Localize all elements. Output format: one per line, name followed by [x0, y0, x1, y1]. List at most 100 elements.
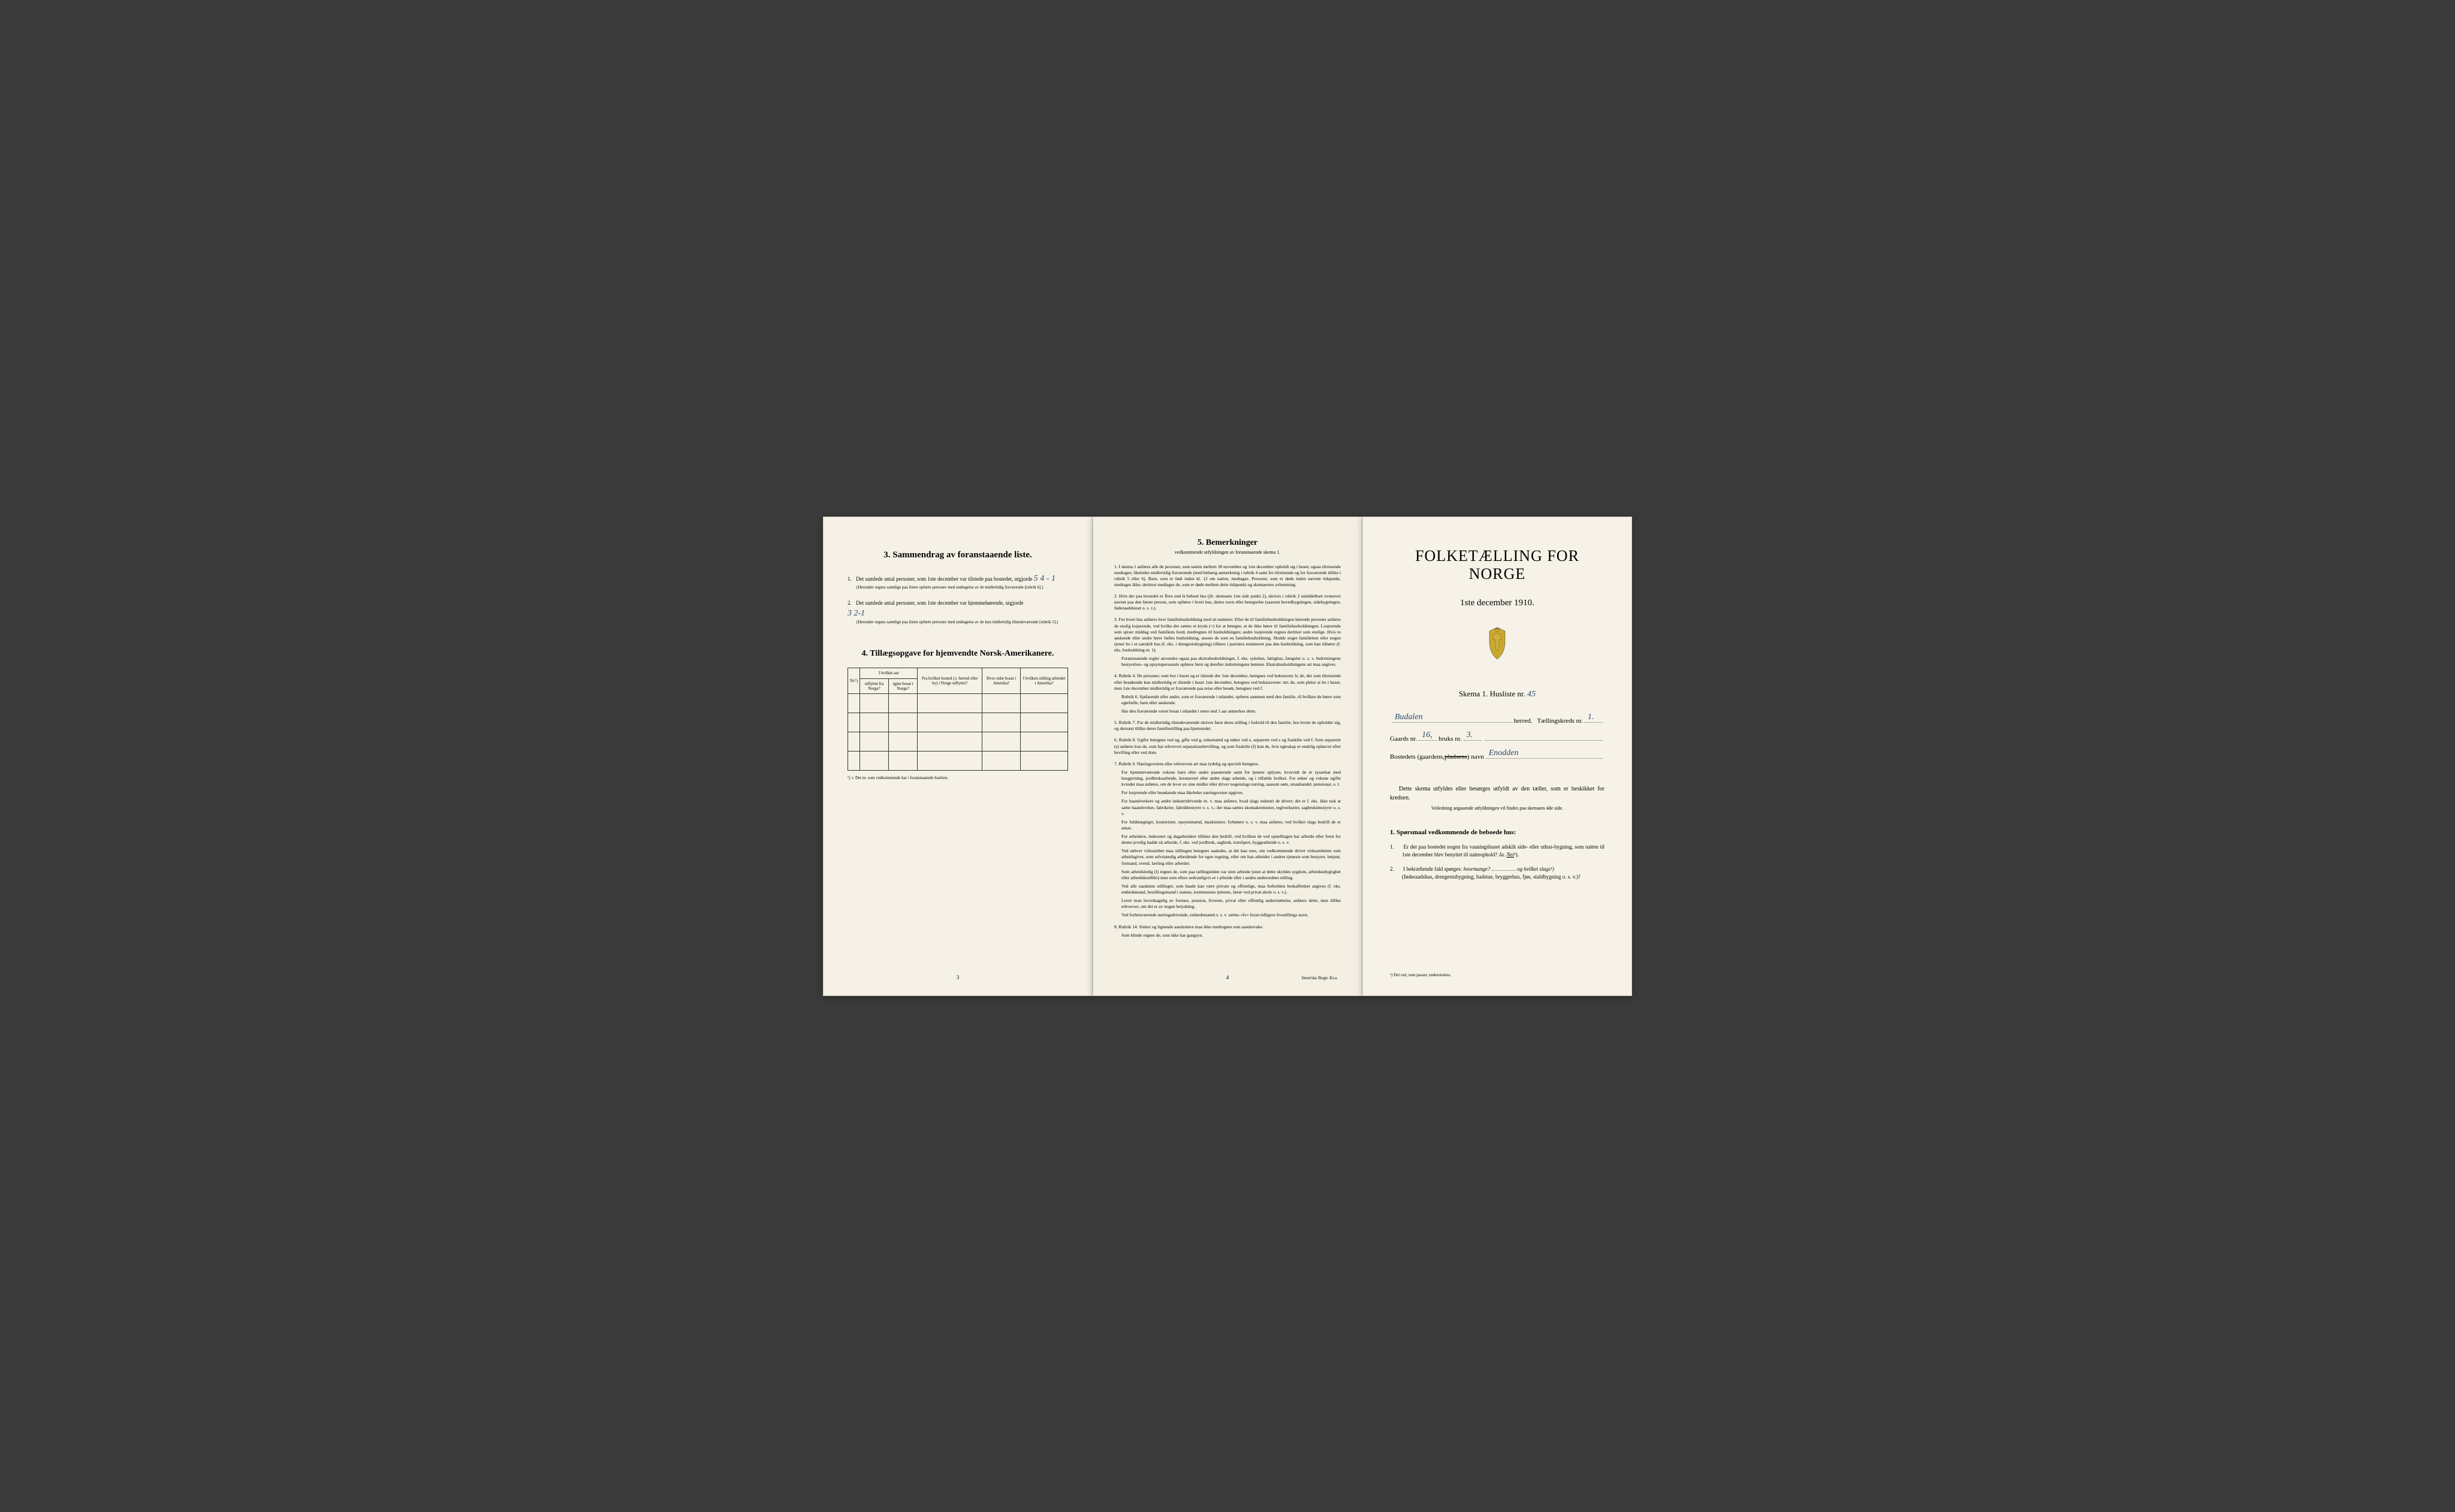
question-2: 2. I bekræftende fald spørges: hvormange… — [1402, 865, 1605, 882]
q2-num: 2. — [1390, 865, 1402, 874]
bem-4: 4. Rubrik 4. De personer, som bor i huse… — [1114, 673, 1341, 714]
table-row — [848, 713, 1068, 732]
bem-3-text: For hvert hus anføres hver familiehushol… — [1114, 617, 1341, 653]
bosted-line: Bostedets (gaardens, pladsens ) navn Eno… — [1390, 753, 1605, 760]
bem-3-p2: Foranstaaende regler anvendes ogsaa paa … — [1121, 656, 1341, 668]
herred-label: herred. — [1514, 717, 1533, 725]
gaards-line: Gaards nr. 16, bruks nr. 3. — [1390, 735, 1605, 743]
q1-num: 1. — [1390, 843, 1402, 852]
bem-3: 3. For hvert hus anføres hver familiehus… — [1114, 617, 1341, 668]
item-2-value: 3 2-1 — [848, 609, 865, 618]
bosted-label: Bostedets (gaardens, — [1390, 753, 1444, 760]
gaards-label: Gaards nr. — [1390, 735, 1417, 743]
section-3-heading: 3. Sammendrag av foranstaaende liste. — [848, 550, 1068, 560]
bem-7-p9: Ved alle saadanne stillinger, som baade … — [1121, 883, 1341, 895]
herred-value: Budalen — [1395, 713, 1423, 722]
q2-text: I bekræftende fald spørges: — [1403, 866, 1462, 872]
bem-1: 1. I skema 1 anføres alle de personer, s… — [1114, 564, 1341, 588]
bem-7-p8: Som arbeidsledig (l) regnes de, som paa … — [1121, 869, 1341, 881]
bem-7-p3: For losjerende eller besøkende maa likel… — [1121, 790, 1341, 796]
table-footnote: ¹) ɔ: Det nr. som vedkommende har i fora… — [848, 775, 1068, 780]
skema-value: 45 — [1527, 690, 1536, 699]
instruction: Dette skema utfyldes eller besørges utfy… — [1390, 784, 1605, 802]
item-1-text: Det samlede antal personer, som 1ste dec… — [856, 576, 1032, 582]
page-number-2: 4 — [1226, 974, 1229, 980]
skema-label: Skema 1. Husliste nr. — [1459, 689, 1525, 698]
bem-7-p2: For hjemmeværende voksne barn eller andr… — [1121, 769, 1341, 787]
bem-7-p6: For arbeidere, indersterr og dagarbeider… — [1121, 834, 1341, 846]
document-container: 3. Sammendrag av foranstaaende liste. 1.… — [823, 517, 1632, 996]
table-amerikanere: Nr.¹) I hvilket aar Fra hvilket bosted (… — [848, 668, 1068, 771]
th-aar: I hvilket aar — [860, 668, 918, 678]
bosted-struck: pladsens — [1444, 753, 1467, 760]
item-1-value: 5 4 - 1 — [1034, 574, 1055, 583]
item-2-note: (Herunder regnes samtlige paa listen opf… — [856, 620, 1068, 625]
bemerkninger-subheading: vedkommende utfyldningen av foranstaaend… — [1114, 550, 1341, 555]
bem-4-p2: Rubrik 6. Sjøfarende eller andre, som er… — [1121, 694, 1341, 706]
bem-8-p2: Som blinde regnes de, som ikke har gangs… — [1121, 932, 1341, 938]
item-1-num: 1. — [848, 575, 855, 584]
table-row — [848, 732, 1068, 752]
bem-2-text: Hvis der paa bostedet er flere end ét be… — [1114, 593, 1341, 611]
page-number-1: 3 — [957, 974, 960, 980]
q2-hvor: hvormange? — [1464, 866, 1491, 872]
item-1-note: (Herunder regnes samtlige paa listen opf… — [856, 585, 1068, 590]
bem-7-p7: Ved enhver virksomhet maa stillingen bet… — [1121, 848, 1341, 866]
bem-4-p3: Har den fraværende været bosat i utlande… — [1121, 708, 1341, 714]
bem-7-p4: For haandverkere og andre industridriven… — [1121, 798, 1341, 816]
q1-nei: Nei — [1506, 852, 1514, 858]
bosted-label2: ) navn — [1467, 753, 1484, 760]
section-4-heading: 4. Tillægsopgave for hjemvendte Norsk-Am… — [848, 649, 1068, 659]
table-row — [848, 694, 1068, 713]
item-1: 1. Det samlede antal personer, som 1ste … — [848, 572, 1068, 590]
bem-6-text: Rubrik 8. Ugifte betegnes ved ug, gifte … — [1114, 737, 1341, 755]
q1-ja: Ja. — [1498, 852, 1505, 858]
q1-sup: ¹). — [1514, 852, 1519, 858]
sub-title: 1ste december 1910. — [1390, 598, 1605, 608]
item-2-text: Det samlede antal personer, som 1ste dec… — [856, 600, 1023, 606]
bem-7-text: Rubrik 9. Næringsveiens eller erhvervets… — [1119, 761, 1259, 766]
th-utflyttet: utflyttet fra Norge? — [860, 678, 889, 694]
bem-7-p5: For fuldmægtiger, kontorister, opsynsmæn… — [1121, 819, 1341, 831]
bem-2: 2. Hvis der paa bostedet er flere end ét… — [1114, 593, 1341, 611]
bruks-value: 3. — [1467, 731, 1473, 740]
bem-7-p10: Lever man hovedsagelig av formue, pensio… — [1121, 898, 1341, 910]
main-title: FOLKETÆLLING FOR NORGE — [1390, 547, 1605, 583]
item-2-num: 2. — [848, 599, 855, 608]
kreds-value: 1. — [1588, 713, 1594, 722]
th-nr: Nr.¹) — [848, 668, 860, 694]
page-1: 3. Sammendrag av foranstaaende liste. 1.… — [823, 517, 1093, 996]
bem-7: 7. Rubrik 9. Næringsveiens eller erhverv… — [1114, 761, 1341, 919]
page-3: FOLKETÆLLING FOR NORGE 1ste december 191… — [1362, 517, 1632, 996]
kreds-label: Tællingskreds nr. — [1537, 717, 1583, 725]
bem-1-text: I skema 1 anføres alle de personer, som … — [1114, 564, 1341, 587]
bem-8: 8. Rubrik 14. Sinker og lignende aandssl… — [1114, 924, 1341, 938]
bem-5: 5. Rubrik 7. For de midlertidig tilstede… — [1114, 720, 1341, 732]
bem-6: 6. Rubrik 8. Ugifte betegnes ved ug, gif… — [1114, 737, 1341, 755]
bruks-label: bruks nr. — [1438, 735, 1462, 743]
printer-credit: Steen'ske Bogtr. Kr.a. — [1301, 976, 1338, 980]
th-bosted: Fra hvilket bosted (ɔ: herred eller by) … — [918, 668, 982, 694]
q2-paren: (føderaadshus, drengestubygning, badstue… — [1402, 874, 1581, 880]
bem-4-text: Rubrik 4. De personer, som bor i huset o… — [1114, 673, 1341, 690]
table-row — [848, 752, 1068, 771]
item-2: 2. Det samlede antal personer, som 1ste … — [848, 599, 1068, 626]
q2-og: og hvilket slags¹) — [1517, 866, 1554, 872]
th-amerika: Hvor sidst bosat i Amerika? — [982, 668, 1021, 694]
question-heading: 1. Spørsmaal vedkommende de beboede hus: — [1390, 829, 1605, 836]
bem-5-text: Rubrik 7. For de midlertidig tilstedevær… — [1114, 720, 1341, 731]
herred-line: Budalen herred. Tællingskreds nr. 1. — [1390, 717, 1605, 725]
instruction-sub: Veiledning angaaende utfyldningen vil fi… — [1390, 805, 1605, 811]
th-stilling: I hvilken stilling arbeidet i Amerika? — [1021, 668, 1068, 694]
page-2: 5. Bemerkninger vedkommende utfyldningen… — [1093, 517, 1362, 996]
bem-8-text: Rubrik 14. Sinker og lignende aandssløve… — [1119, 924, 1263, 929]
th-igjen: igjen bosat i Norge? — [888, 678, 917, 694]
footnote-3: ¹) Det ord, som passer, understrekes. — [1390, 973, 1451, 977]
gaards-value: 16, — [1422, 731, 1432, 740]
bem-7-p11: Ved forhenværende næringsdrivende, embed… — [1121, 912, 1341, 918]
question-1: 1. Er der paa bostedet nogen fra vaaning… — [1402, 843, 1605, 859]
bemerkninger-heading: 5. Bemerkninger — [1114, 538, 1341, 548]
bosted-value: Enodden — [1489, 749, 1519, 758]
skema-line: Skema 1. Husliste nr. 45 — [1390, 689, 1605, 699]
coat-of-arms-icon — [1390, 626, 1605, 671]
